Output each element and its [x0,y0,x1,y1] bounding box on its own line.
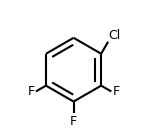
Text: F: F [70,115,77,128]
Text: F: F [113,85,120,98]
Text: F: F [27,85,35,98]
Text: Cl: Cl [109,29,121,42]
